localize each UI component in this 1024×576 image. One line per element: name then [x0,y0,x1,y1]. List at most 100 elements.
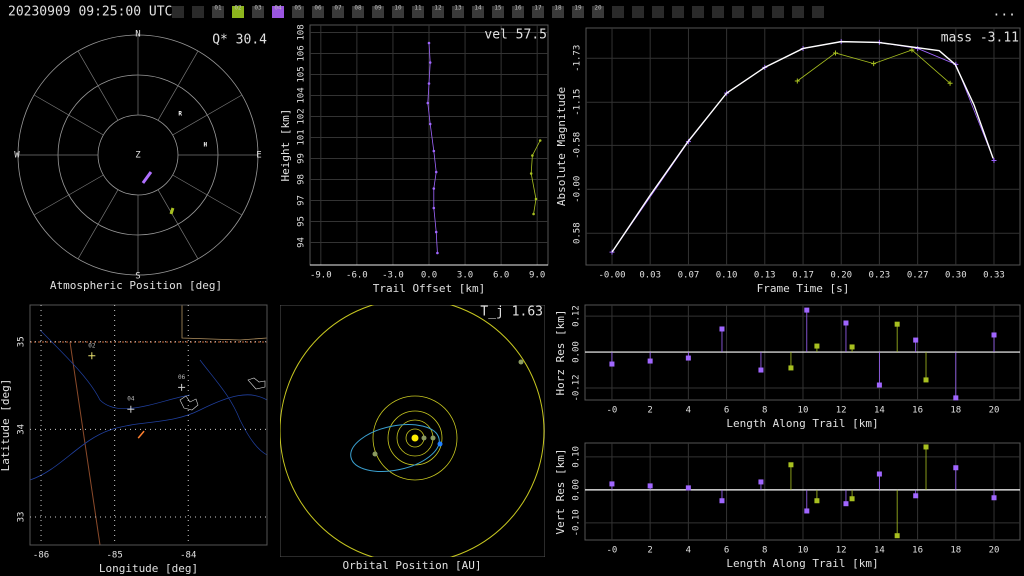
y-tick-label: -0.10 [572,509,582,536]
x-tick-label: 10 [798,546,809,556]
x-tick-label: 16 [912,546,923,556]
x-tick-label: -9.0 [310,271,332,281]
x-axis-title: Trail Offset [km] [373,282,486,295]
series-line [611,40,994,253]
data-point [947,80,953,86]
x-axis-title: Longitude [deg] [99,562,198,575]
data-point [953,465,959,471]
y-axis-title: Latitude [deg] [0,379,12,472]
x-tick-label: 0.13 [754,271,776,281]
x-tick-label: 14 [874,406,885,416]
camera-box[interactable] [352,6,364,18]
camera-label: 11 [414,5,422,12]
camera-label: 20 [594,5,602,12]
station-marker [178,383,186,391]
camera-box[interactable] [372,6,384,18]
camera-label: 09 [374,5,382,12]
data-point [538,139,542,142]
x-tick-label: 8 [762,406,767,416]
x-tick-label: 6.0 [493,271,509,281]
y-axis-title: Horz Res [km] [554,309,567,395]
menu-button[interactable]: ... [993,5,1016,20]
data-point [991,332,997,338]
y-axis-title: Absolute Magnitude [555,87,568,206]
camera-box[interactable] [312,6,324,18]
camera-box[interactable] [472,6,484,18]
camera-label: 15 [494,5,502,12]
data-point [923,444,929,450]
data-point [427,41,431,45]
x-tick-label: -0 [607,546,618,556]
y-tick-label: 106 [297,45,307,61]
camera-label: 13 [454,5,462,12]
x-axis-title: Orbital Position [AU] [342,559,481,572]
camera-box[interactable] [332,6,344,18]
y-tick-label: 95 [297,216,307,227]
data-point [434,170,438,174]
polar-spoke [157,50,199,121]
x-tick-label: 2 [647,406,652,416]
camera-box[interactable] [412,6,424,18]
x-tick-label: 14 [874,546,885,556]
x-tick-label: 0.23 [869,271,891,281]
data-point [923,377,929,383]
data-point [913,493,919,499]
y-tick-label: 99 [297,153,307,164]
camera-box[interactable] [232,6,244,18]
data-point [609,361,615,367]
camera-box[interactable] [492,6,504,18]
camera-box[interactable] [292,6,304,18]
camera-box[interactable] [572,6,584,18]
x-tick-label: 0.07 [678,271,700,281]
y-tick-label: 104 [297,87,307,103]
x-tick-label: 18 [950,406,961,416]
x-tick-label: 18 [950,546,961,556]
camera-box[interactable] [552,6,564,18]
x-tick-label: -84 [180,551,196,561]
camera-box[interactable] [512,6,524,18]
orbit-diagram [280,305,545,557]
data-point [814,343,820,349]
x-tick-label: 0.30 [945,271,967,281]
y-tick-label: 34 [17,424,27,435]
camera-box[interactable] [452,6,464,18]
camera-label: 01 [214,5,222,12]
polar-spoke [33,94,104,136]
y-tick-label: 94 [297,237,307,248]
plot-frame [29,304,268,546]
camera-box[interactable] [592,6,604,18]
data-point [804,307,810,313]
data-point [894,533,900,539]
data-point [788,462,794,468]
polar-spoke [157,189,199,260]
annotation: T_j 1.63 [480,305,543,320]
series-line [797,49,951,84]
camera-box[interactable] [272,6,284,18]
data-point [529,172,533,175]
camera-label: 04 [274,5,282,12]
camera-label: 08 [354,5,362,12]
camera-slot [672,6,684,18]
y-tick-label: -0.58 [573,132,583,159]
camera-box[interactable] [432,6,444,18]
trail-line [141,171,153,184]
data-point [531,154,534,157]
series-line [530,140,541,215]
x-tick-label: 9.0 [529,271,545,281]
star-label: H [203,141,207,148]
data-point [719,498,725,504]
camera-box[interactable] [212,6,224,18]
data-point [609,249,615,255]
camera-box[interactable] [252,6,264,18]
x-tick-label: -0 [607,406,618,416]
camera-box[interactable] [532,6,544,18]
y-axis-title: Vert Res [km] [554,448,567,534]
x-tick-label: 0.10 [716,271,738,281]
data-point [647,483,653,489]
x-tick-label: -3.0 [382,271,404,281]
data-point [685,485,691,491]
x-axis-title: Atmospheric Position [deg] [50,279,222,292]
x-tick-label: -85 [107,551,123,561]
camera-box[interactable] [392,6,404,18]
